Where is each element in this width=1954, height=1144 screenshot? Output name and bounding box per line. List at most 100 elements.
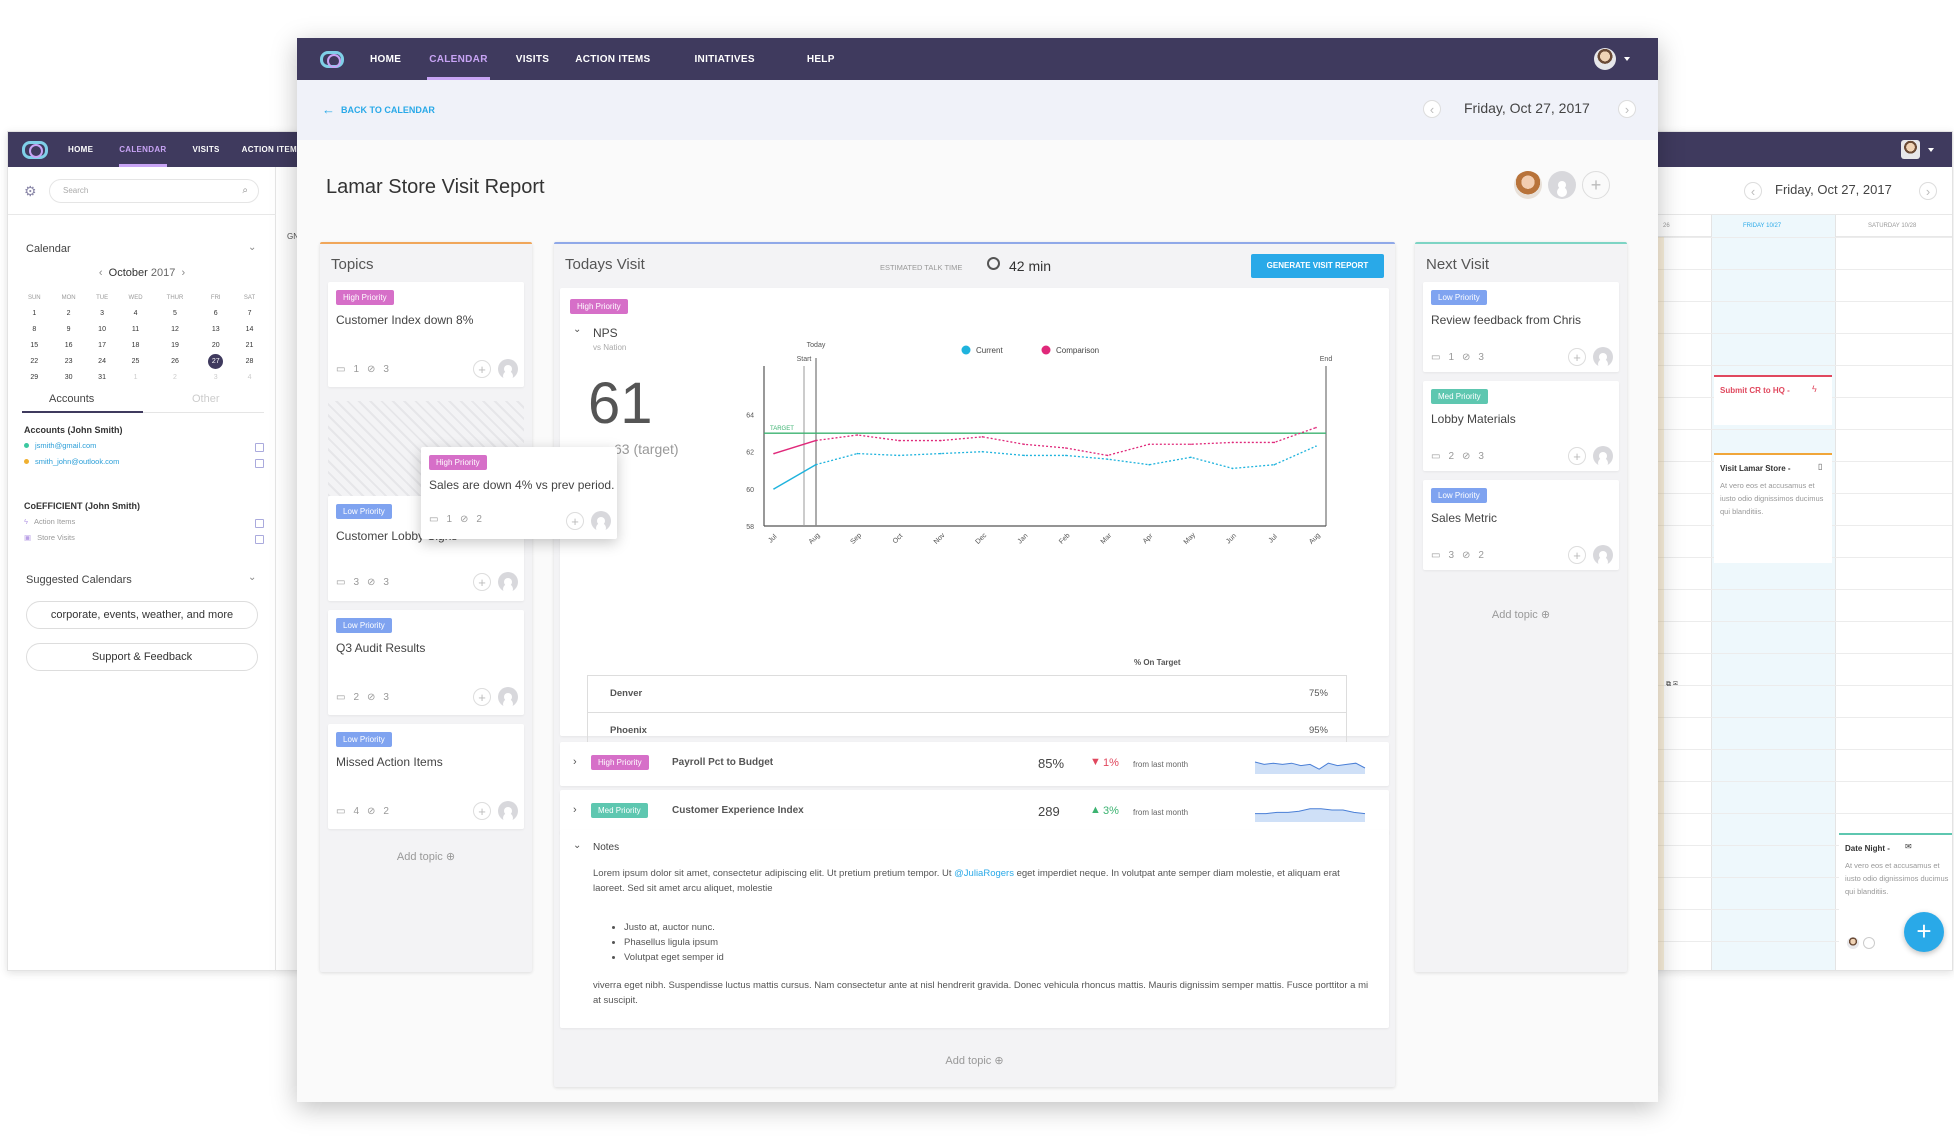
person-icon[interactable] [1593, 347, 1613, 367]
calendar-day[interactable]: 27 [196, 353, 235, 369]
event-submit-cr[interactable]: Submit CR to HQ - ϟ [1714, 375, 1832, 425]
bg-nav-calendar[interactable]: CALENDAR [119, 132, 167, 167]
chevron-left-icon[interactable]: ‹ [98, 267, 109, 279]
nav-calendar[interactable]: CALENDAR [427, 38, 490, 80]
checkbox[interactable] [255, 459, 264, 468]
add-button[interactable]: + [473, 688, 491, 706]
chevron-left-icon[interactable]: ‹ [1423, 100, 1441, 118]
chevron-right-icon[interactable]: › [1919, 182, 1937, 200]
calendar-day[interactable]: 16 [64, 341, 73, 349]
nav-visits[interactable]: VISITS [515, 53, 550, 65]
checkbox[interactable] [255, 535, 264, 544]
search-input[interactable]: Search ⌕ [49, 179, 259, 203]
calendar-day[interactable]: 26 [171, 357, 179, 365]
tab-other[interactable]: Other [192, 393, 220, 405]
calendar-day[interactable]: 3 [100, 309, 105, 317]
calendar-day[interactable]: 5 [173, 309, 177, 317]
calendar-day[interactable]: 14 [245, 325, 254, 333]
calendar-day[interactable]: 24 [98, 357, 106, 365]
back-to-calendar-link[interactable]: ← BACK TO CALENDAR [322, 102, 435, 117]
bg-nav-home[interactable]: HOME [68, 145, 94, 154]
gear-icon[interactable]: ⚙ [24, 183, 37, 199]
mention-link[interactable]: @JuliaRogers [954, 868, 1014, 879]
person-icon[interactable] [591, 511, 611, 531]
person-icon[interactable] [498, 687, 518, 707]
chevron-down-icon[interactable]: ⌄ [573, 840, 582, 851]
person-icon[interactable] [498, 572, 518, 592]
calendar-day[interactable]: 20 [211, 341, 220, 349]
metric-row[interactable]: › Med Priority Customer Experience Index… [560, 790, 1389, 834]
add-button[interactable]: + [473, 360, 491, 378]
account-item[interactable]: jsmith@gmail.com [24, 441, 264, 457]
add-button[interactable]: + [1568, 348, 1586, 366]
metric-row[interactable]: › High Priority Payroll Pct to Budget 85… [560, 742, 1389, 786]
checkbox[interactable] [255, 443, 264, 452]
person-icon[interactable] [1593, 446, 1613, 466]
add-topic-button[interactable]: Add topic ⊕ [396, 851, 456, 863]
topic-card[interactable]: Low Priority Review feedback from Chris … [1423, 282, 1619, 372]
add-topic-button[interactable]: Add topic ⊕ [1491, 609, 1551, 621]
calendar-day[interactable]: 30 [64, 373, 73, 381]
calendar-day[interactable]: 4 [133, 309, 138, 317]
calendar-day[interactable]: 21 [245, 341, 254, 349]
calendar-day[interactable]: 17 [98, 341, 106, 349]
nav-initiatives[interactable]: INITIATIVES [694, 53, 755, 65]
coefficient-item[interactable]: ▣ Store Visits [24, 533, 264, 549]
calendar-day[interactable]: 12 [171, 325, 179, 333]
nav-help[interactable]: HELP [806, 53, 835, 65]
calendar-day[interactable]: 31 [98, 373, 106, 381]
add-button[interactable]: + [473, 802, 491, 820]
suggested-calendars-button[interactable]: corporate, events, weather, and more [26, 601, 258, 629]
coefficient-item[interactable]: ϟ Action Items [24, 517, 264, 533]
topic-card[interactable]: Low Priority Sales Metric ▭ 3 ⊘ 2 + [1423, 480, 1619, 570]
person-icon[interactable] [498, 359, 518, 379]
calendar-day[interactable]: 1 [133, 373, 138, 381]
add-button[interactable]: + [1568, 447, 1586, 465]
calendar-day[interactable]: 6 [213, 309, 218, 317]
calendar-day[interactable]: 18 [131, 341, 140, 349]
bg-profile-menu[interactable] [1901, 140, 1934, 159]
calendar-day[interactable]: 10 [98, 325, 106, 333]
checkbox[interactable] [255, 519, 264, 528]
add-button[interactable]: + [473, 573, 491, 591]
add-participant-button[interactable]: + [1582, 171, 1610, 199]
add-event-button[interactable]: + [1904, 912, 1944, 952]
chevron-down-icon[interactable]: ⌄ [573, 324, 582, 335]
chevron-right-icon[interactable]: › [573, 804, 577, 816]
tab-accounts[interactable]: Accounts [49, 393, 95, 405]
calendar-day[interactable]: 1 [32, 309, 37, 317]
dragged-topic-card[interactable]: High Priority Sales are down 4% vs prev … [421, 447, 617, 539]
person-icon[interactable] [1593, 545, 1613, 565]
add-topic-button[interactable]: Add topic ⊕ [945, 1055, 1004, 1067]
chevron-right-icon[interactable]: › [573, 756, 577, 768]
person-icon[interactable] [1548, 171, 1576, 199]
calendar-day[interactable]: 2 [66, 309, 71, 317]
topic-card[interactable]: Med Priority Lobby Materials ▭ 2 ⊘ 3 + [1423, 381, 1619, 471]
calendar-day[interactable]: 29 [30, 373, 39, 381]
nav-action-items[interactable]: ACTION ITEMS [575, 53, 651, 65]
calendar-day[interactable]: 11 [131, 325, 140, 333]
chevron-down-icon[interactable]: ⌄ [248, 242, 257, 253]
topic-card[interactable]: Low Priority Missed Action Items ▭ 4 ⊘ 2 + [328, 724, 524, 829]
calendar-day[interactable]: 13 [211, 325, 220, 333]
event-visit-lamar[interactable]: Visit Lamar Store - ▯ At vero eos et acc… [1714, 453, 1832, 563]
calendar-day[interactable]: 15 [30, 341, 39, 349]
nav-home[interactable]: HOME [370, 53, 402, 65]
add-button[interactable]: + [1568, 546, 1586, 564]
calendar-day[interactable]: 23 [64, 357, 73, 365]
calendar-day[interactable]: 28 [245, 357, 254, 365]
chevron-down-icon[interactable]: ⌄ [248, 572, 257, 583]
chevron-right-icon[interactable]: › [175, 267, 186, 279]
calendar-day[interactable]: 2 [173, 373, 177, 381]
calendar-day[interactable]: 19 [171, 341, 179, 349]
account-item[interactable]: smith_john@outlook.com [24, 457, 264, 473]
chevron-left-icon[interactable]: ‹ [1744, 182, 1762, 200]
calendar-day[interactable]: 4 [247, 373, 252, 381]
bg-nav-visits[interactable]: VISITS [192, 145, 220, 154]
profile-menu[interactable] [1594, 48, 1630, 70]
chevron-right-icon[interactable]: › [1618, 100, 1636, 118]
calendar-day[interactable]: 22 [30, 357, 39, 365]
calendar-day[interactable]: 7 [247, 309, 252, 317]
calendar-day[interactable]: 9 [66, 325, 71, 333]
add-button[interactable]: + [566, 512, 584, 530]
